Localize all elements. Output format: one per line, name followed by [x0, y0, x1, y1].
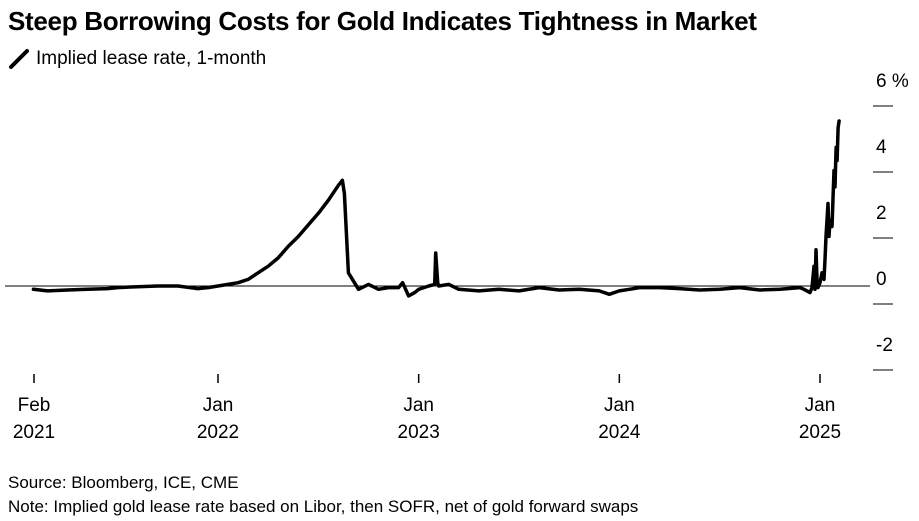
x-tick-label-month: Jan [805, 395, 836, 416]
legend: Implied lease rate, 1-month [8, 48, 266, 70]
y-tick-label: -2 [876, 335, 893, 356]
x-tick-label-year: 2023 [398, 422, 440, 443]
y-tick-label: 4 [876, 137, 887, 158]
y-tick-label: 6 % [876, 71, 909, 92]
series-line-lease-rate [31, 119, 841, 298]
x-tick-label-year: 2022 [197, 422, 239, 443]
x-tick-label-year: 2025 [799, 422, 841, 443]
legend-label: Implied lease rate, 1-month [36, 48, 267, 69]
y-tick-label: 2 [876, 203, 887, 224]
note-text: Note: Implied gold lease rate based on L… [8, 497, 639, 516]
x-tick-label-month: Feb [18, 395, 51, 416]
source-text: Source: Bloomberg, ICE, CME [8, 473, 239, 492]
x-tick-label-month: Jan [203, 395, 234, 416]
x-tick-label-year: 2021 [13, 422, 55, 443]
x-tick-label-month: Jan [403, 395, 434, 416]
x-tick-label-year: 2024 [598, 422, 641, 443]
y-tick-label: 0 [876, 269, 887, 290]
chart-title: Steep Borrowing Costs for Gold Indicates… [8, 6, 757, 36]
x-tick-label-month: Jan [604, 395, 635, 416]
legend-line-icon [9, 49, 29, 69]
